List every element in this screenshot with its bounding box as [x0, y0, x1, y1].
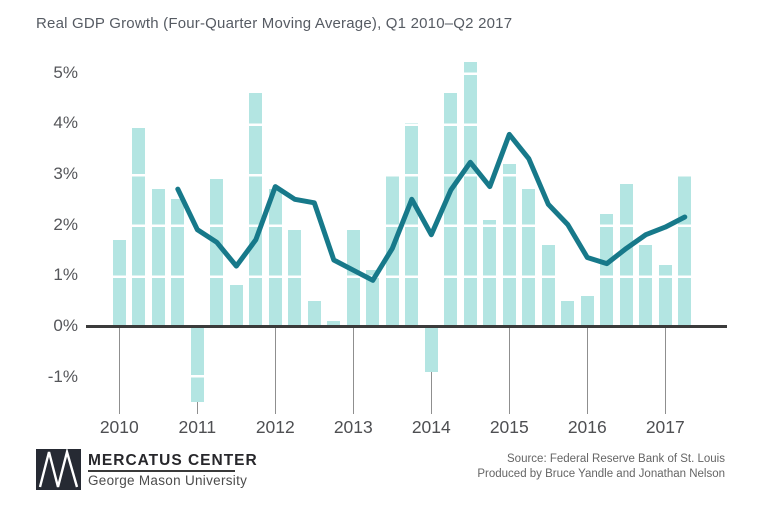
y-axis-label-4pct: 4%	[53, 113, 78, 133]
bar-q3-2012	[307, 300, 321, 326]
y-axis-label-1pct: 1%	[53, 265, 78, 285]
bar-q3-2016	[619, 184, 633, 326]
bar-q3-2014	[463, 62, 477, 326]
x-axis-label-2015: 2015	[489, 417, 529, 437]
x-axis-tick-2013	[352, 327, 354, 414]
bar-q2-2014	[444, 92, 458, 326]
x-axis-label-2013: 2013	[333, 417, 373, 437]
chart-title: Real GDP Growth (Four-Quarter Moving Ave…	[36, 15, 513, 32]
y-axis-label-neg1pct: -1%	[47, 366, 78, 386]
y-axis-label-5pct: 5%	[53, 62, 78, 82]
bar-q1-2016	[580, 295, 594, 326]
bar-q2-2012	[288, 229, 302, 326]
bar-q4-2013	[405, 123, 419, 326]
source-attribution: Source: Federal Reserve Bank of St. Loui…	[477, 452, 725, 481]
bar-q2-2011	[210, 178, 224, 326]
bar-q1-2010	[112, 239, 126, 326]
bar-q4-2014	[483, 219, 497, 326]
logo-university-name: George Mason University	[88, 473, 248, 488]
bar-q3-2015	[541, 244, 555, 326]
x-axis-tick-2010	[118, 327, 120, 414]
bar-q4-2015	[561, 300, 575, 326]
x-axis-label-2010: 2010	[99, 417, 139, 437]
bar-q4-2010	[171, 199, 185, 326]
x-axis-tick-2017	[664, 327, 666, 414]
x-axis-label-2014: 2014	[411, 417, 451, 437]
y-axis-label-2pct: 2%	[53, 214, 78, 234]
bar-q4-2016	[639, 244, 653, 326]
bar-q2-2013	[366, 270, 380, 326]
x-axis-tick-2015	[508, 327, 510, 414]
bar-q2-2015	[522, 189, 536, 326]
bar-q1-2012	[268, 189, 282, 326]
bar-q2-2017	[678, 173, 692, 326]
y-axis-label-3pct: 3%	[53, 163, 78, 183]
x-axis-label-2012: 2012	[255, 417, 295, 437]
bar-q4-2011	[249, 92, 263, 326]
bar-q1-2015	[502, 163, 516, 326]
bar-q2-2010	[132, 128, 146, 326]
y-axis-label-0pct: 0%	[53, 315, 78, 335]
bar-q1-2017	[658, 265, 672, 326]
bar-q1-2011	[190, 327, 204, 402]
x-axis-label-2017: 2017	[645, 417, 685, 437]
logo-org-name: MERCATUS CENTER	[88, 452, 258, 469]
bar-q3-2013	[385, 173, 399, 326]
x-axis-label-2016: 2016	[567, 417, 607, 437]
bar-q1-2013	[346, 229, 360, 326]
x-axis-tick-2016	[586, 327, 588, 414]
logo-divider	[88, 470, 235, 472]
bar-q3-2010	[151, 189, 165, 326]
bar-q3-2011	[229, 285, 243, 326]
source-line: Source: Federal Reserve Bank of St. Loui…	[507, 453, 725, 465]
x-axis-label-2011: 2011	[178, 417, 217, 437]
mercatus-logo-icon	[36, 449, 81, 490]
zero-axis-line	[86, 325, 727, 328]
bar-q4-2012	[327, 320, 341, 326]
x-axis-tick-2012	[274, 327, 276, 414]
produced-by-line: Produced by Bruce Yandle and Jonathan Ne…	[477, 467, 725, 480]
bar-q2-2016	[600, 214, 614, 326]
bar-q1-2014	[424, 327, 438, 372]
